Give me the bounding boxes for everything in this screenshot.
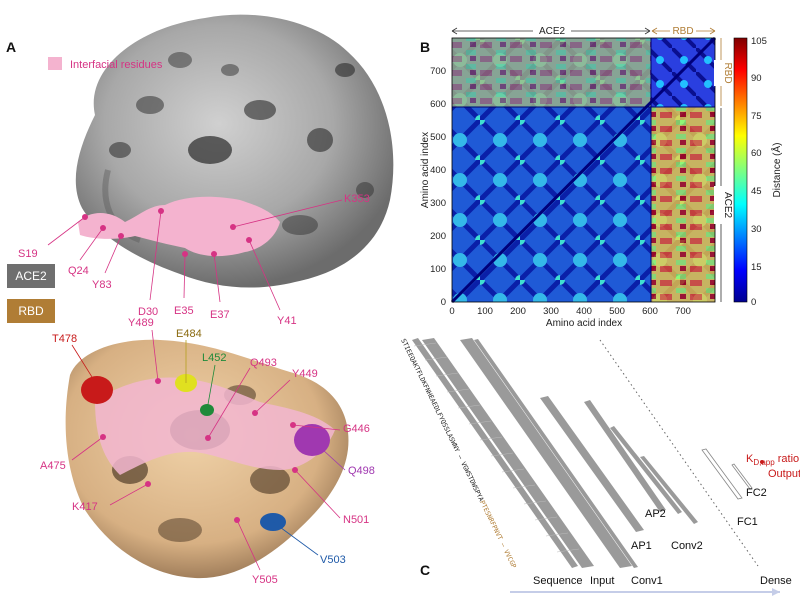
svg-text:60: 60 [751,148,762,159]
svg-text:200: 200 [430,231,446,242]
label-v503: V503 [320,554,346,566]
colorbar-ticks: 0 15 30 45 60 75 90 105 [751,36,767,308]
svg-text:200: 200 [510,306,526,317]
heatmap-y-ticks: 0 100 200 300 400 500 600 700 [430,66,446,308]
label-dense: Dense [760,575,792,587]
svg-text:100: 100 [430,264,446,275]
colorbar [733,37,748,303]
heatmap-x-ticks: 0 100 200 300 400 500 600 700 [449,306,691,317]
label-ap1: AP1 [631,540,652,552]
label-n501: N501 [343,514,369,526]
svg-text:30: 30 [751,224,762,235]
svg-text:300: 300 [543,306,559,317]
label-ap2: AP2 [645,508,666,520]
svg-text:600: 600 [430,99,446,110]
label-q493: Q493 [250,357,277,369]
colorbar-label: Distance (Å) [770,142,783,197]
label-s19: S19 [18,248,38,260]
svg-text:0: 0 [441,297,446,308]
layer-sequence [412,338,578,568]
panel-label-a: A [6,39,16,55]
rbd-leader-lines [71,329,346,571]
layer-conv1 [540,396,644,532]
svg-text:400: 400 [430,165,446,176]
legend-interfacial-residues: Interfacial residues [70,59,163,71]
label-k417: K417 [72,501,98,513]
region-label-ace2-top: ACE2 [539,26,566,37]
label-q24: Q24 [68,265,89,277]
region-label-rbd-right: RBD [722,62,733,83]
rbd-tag-label: RBD [18,304,44,318]
heatmap-y-axis-label: Amino acid index [420,132,431,208]
label-y83: Y83 [92,279,112,291]
label-conv2: Conv2 [671,540,703,552]
label-l452: L452 [202,352,226,364]
svg-text:600: 600 [642,306,658,317]
interfacial-residues-swatch [48,57,62,70]
label-fc1: FC1 [737,516,758,528]
label-y41: Y41 [277,315,297,327]
fc1-layer [701,448,743,500]
label-q498: Q498 [348,465,375,477]
label-output: Output [768,468,800,480]
svg-text:100: 100 [477,306,493,317]
region-label-ace2-right: ACE2 [722,192,733,219]
layer-ap2 [640,456,698,524]
svg-text:75: 75 [751,111,762,122]
svg-text:45: 45 [751,186,762,197]
label-e37: E37 [210,309,230,321]
panel-label-b: B [420,39,430,55]
layer-input [460,338,632,568]
label-y449: Y449 [292,368,318,380]
ace2-structure [75,14,394,288]
heatmap-region-brackets [451,24,728,302]
label-k353: K353 [344,193,370,205]
label-a475: A475 [40,460,66,472]
rbd-tag [7,299,55,323]
distance-heatmap [450,36,717,304]
heatmap-x-axis-label: Amino acid index [546,318,622,329]
ace2-leader-lines [47,199,343,311]
layer-conv2 [610,426,682,514]
svg-text:700: 700 [675,306,691,317]
svg-text:105: 105 [751,36,767,47]
output-node [760,460,764,464]
region-label-rbd-top: RBD [672,26,693,37]
ace2-tag [7,264,55,288]
fc2-layer [731,463,753,490]
flow-arrowhead [772,588,780,596]
label-e484: E484 [176,328,202,340]
svg-text:0: 0 [751,297,756,308]
label-g446: G446 [343,423,370,435]
svg-text:700: 700 [430,66,446,77]
svg-text:90: 90 [751,73,762,84]
label-d30: D30 [138,306,158,318]
label-input: Input [590,575,614,587]
layer-stripes [413,342,580,553]
dense-layer [599,339,759,567]
label-fc2: FC2 [746,487,767,499]
label-kd-ratio: KD,app ratio [746,453,799,467]
svg-text:15: 15 [751,262,762,273]
panel-label-c: C [420,562,430,578]
svg-text:400: 400 [576,306,592,317]
svg-text:300: 300 [430,198,446,209]
label-conv1: Conv1 [631,575,663,587]
ace2-tag-label: ACE2 [15,269,47,283]
label-y489: Y489 [128,317,154,329]
svg-text:500: 500 [609,306,625,317]
label-sequence: Sequence [533,575,583,587]
label-t478: T478 [52,333,77,345]
svg-text:500: 500 [430,132,446,143]
svg-text:0: 0 [449,306,454,317]
label-y505: Y505 [252,574,278,586]
layer-ap1 [584,400,666,512]
cnn-layers [412,338,698,568]
label-e35: E35 [174,305,194,317]
